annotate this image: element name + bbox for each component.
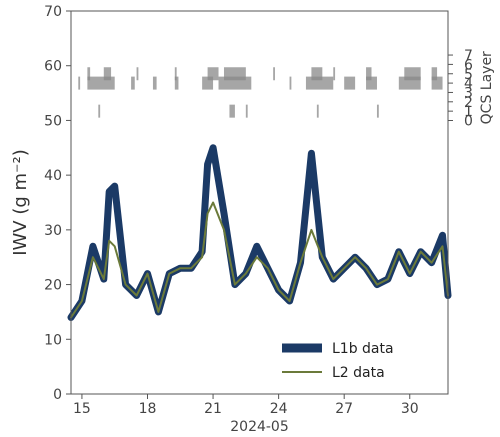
qcs-flag-bar xyxy=(376,104,379,118)
qcs-flag-bar xyxy=(103,67,112,81)
qcs-flag-bar xyxy=(289,76,292,90)
qcs-flag-bar xyxy=(87,67,91,81)
qcs-flag-bar xyxy=(136,67,139,81)
y-tick-label: 40 xyxy=(44,168,62,184)
qcs-flag-bar xyxy=(131,76,135,90)
qcs-flag-bar xyxy=(305,76,334,90)
x-axis: 15 18 21 24 27 30 xyxy=(73,394,419,417)
legend: L1b data L2 data xyxy=(282,341,394,381)
y-tick-label: 30 xyxy=(44,223,62,239)
qcs-tick-label: 5 xyxy=(464,67,473,83)
series-layer xyxy=(67,144,452,321)
qcs-flag-bar xyxy=(316,104,319,118)
qcs-flag-bar xyxy=(273,67,275,81)
plot-frame xyxy=(70,10,449,395)
qcs-flag-bar xyxy=(78,76,81,90)
l2-series-line xyxy=(70,201,449,319)
qcs-flag-bar xyxy=(174,67,177,81)
qcs-tick-label: 4 xyxy=(464,76,473,92)
qcs-flag-bar xyxy=(333,67,336,81)
x-tick-label: 21 xyxy=(204,401,222,417)
legend-label: L1b data xyxy=(332,341,394,357)
y-tick-label: 60 xyxy=(44,59,62,75)
qcs-flag-bar xyxy=(245,104,248,118)
qcs-flag-bar xyxy=(366,76,377,90)
x-tick-label: 27 xyxy=(335,401,353,417)
x-tick-label: 30 xyxy=(401,401,419,417)
y-tick-label: 0 xyxy=(53,387,62,403)
qcs-flag-bar xyxy=(344,76,356,90)
qcs-flag-bar xyxy=(174,76,179,90)
qcs-tick-label: 1 xyxy=(464,104,473,120)
qcs-tick-label: 0 xyxy=(464,114,473,130)
x-tick-label: 18 xyxy=(139,401,157,417)
l1b-series-line xyxy=(67,144,452,321)
x-tick-label: 24 xyxy=(270,401,288,417)
y-axis: 0 10 20 30 40 50 60 70 xyxy=(44,4,71,403)
y-tick-label: 50 xyxy=(44,113,62,129)
qcs-flag-bar xyxy=(207,67,219,81)
y-tick-label: 10 xyxy=(44,332,62,348)
qcs-tick-label: 3 xyxy=(464,85,473,101)
qcs-flag-bar xyxy=(218,76,252,90)
qcs-flag-bar xyxy=(431,76,443,90)
qcs-flag-bar xyxy=(366,67,372,81)
y-tick-label: 20 xyxy=(44,278,62,294)
qcs-axis-title: QCS Layer xyxy=(479,51,495,124)
qcs-flag-bar xyxy=(98,104,101,118)
x-tick-label: 15 xyxy=(73,401,91,417)
legend-label: L2 data xyxy=(332,365,385,381)
qcs-flag-bar xyxy=(202,76,214,90)
y-tick-label: 70 xyxy=(44,4,62,20)
qcs-flag-bar xyxy=(311,67,323,81)
x-axis-title: 2024-05 xyxy=(230,419,289,435)
qcs-flag-bar xyxy=(152,76,157,90)
qcs-tick-label: 2 xyxy=(464,95,473,111)
qcs-flag-bar xyxy=(431,67,438,81)
y-axis-title: IWV (g m⁻²) xyxy=(10,149,31,256)
qcs-tick-label: 7 xyxy=(464,48,473,64)
qcs-flag-layer xyxy=(78,67,443,118)
qcs-tick-label: 6 xyxy=(464,57,473,73)
qcs-flag-bar xyxy=(87,76,115,90)
qcs-flag-bar xyxy=(398,76,421,90)
qcs-flag-bar xyxy=(229,104,235,118)
